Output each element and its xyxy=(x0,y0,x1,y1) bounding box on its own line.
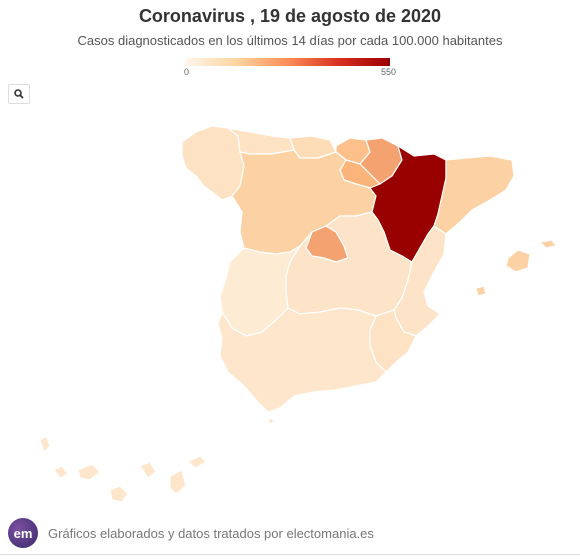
region-andalucia[interactable] xyxy=(217,307,387,413)
chart-title: Coronavirus , 19 de agosto de 2020 xyxy=(138,6,442,26)
color-legend: 0 550 xyxy=(184,58,396,78)
region-baleares[interactable] xyxy=(539,239,557,249)
legend-min-label: 0 xyxy=(184,67,190,77)
region-canarias[interactable] xyxy=(109,485,129,503)
legend-gradient-bar xyxy=(186,58,390,66)
electomania-logo: em xyxy=(8,518,38,548)
region-baleares[interactable] xyxy=(505,249,531,273)
region-canarias[interactable] xyxy=(139,461,157,479)
region-canarias[interactable] xyxy=(53,465,69,479)
region-cataluna[interactable] xyxy=(433,155,515,235)
footer: em Gráficos elaborados y datos tratados … xyxy=(8,518,374,548)
footer-credit: Gráficos elaborados y datos tratados por… xyxy=(48,525,374,541)
region-ceuta[interactable] xyxy=(267,417,275,425)
spain-map xyxy=(39,125,557,503)
region-canarias[interactable] xyxy=(39,435,51,453)
search-button[interactable] xyxy=(8,84,30,104)
region-canarias[interactable] xyxy=(77,463,101,481)
footer-divider xyxy=(0,554,580,555)
region-baleares[interactable] xyxy=(475,285,487,297)
region-galicia[interactable] xyxy=(181,125,245,201)
region-canarias[interactable] xyxy=(187,455,207,469)
region-canarias[interactable] xyxy=(169,469,187,495)
legend-max-label: 550 xyxy=(380,67,396,77)
chart-subtitle: Casos diagnosticados en los últimos 14 d… xyxy=(77,33,503,48)
search-icon xyxy=(14,89,24,99)
